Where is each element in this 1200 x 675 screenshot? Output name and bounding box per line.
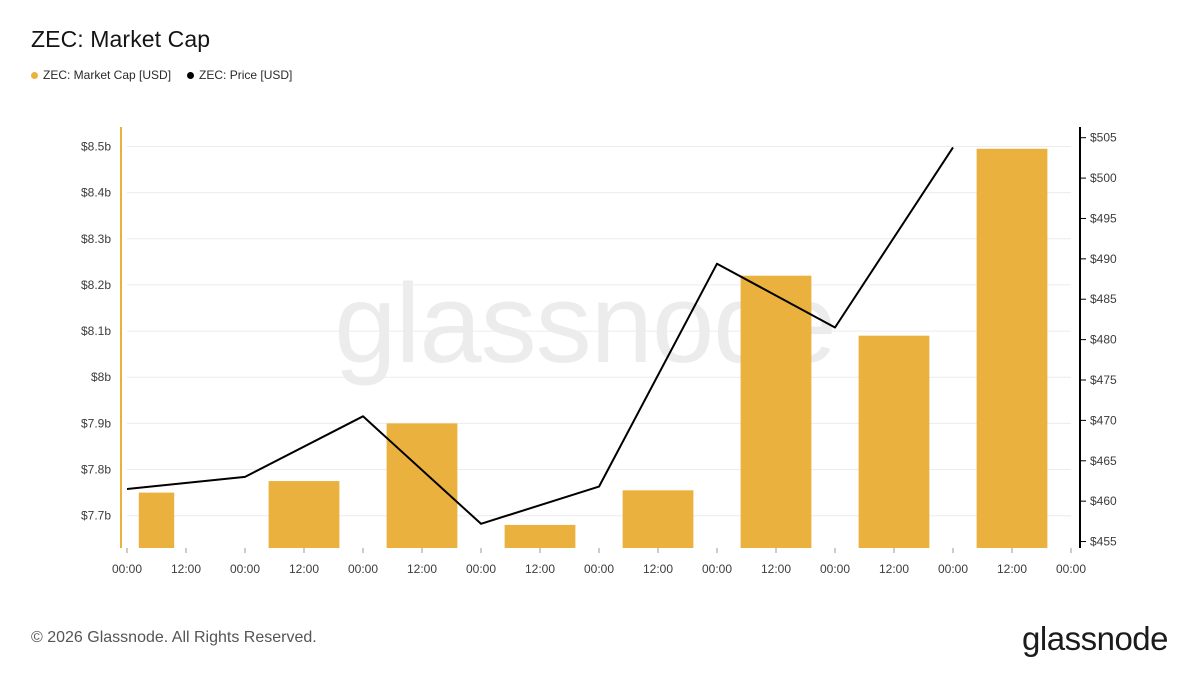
bar-3 (504, 524, 576, 548)
x-tick-label-3: 12:00 (289, 562, 319, 576)
x-tick-label-2: 00:00 (230, 562, 260, 576)
x-tick-label-14: 00:00 (938, 562, 968, 576)
x-tick-label-7: 12:00 (525, 562, 555, 576)
legend: ZEC: Market Cap [USD] ZEC: Price [USD] (31, 68, 308, 82)
left-tick-label-3: $8b (91, 370, 111, 384)
left-tick-label-2: $7.9b (81, 416, 111, 430)
legend-label-market-cap: ZEC: Market Cap [USD] (43, 68, 172, 82)
grid (127, 145, 1071, 517)
x-tick-label-11: 12:00 (761, 562, 791, 576)
x-tick-label-10: 00:00 (702, 562, 732, 576)
bar-0 (138, 492, 175, 548)
x-axis-ticks: 00:00 12:00 00:00 12:00 00:00 12:00 00:00 12:00… (112, 548, 1086, 576)
x-tick-label-15: 12:00 (997, 562, 1027, 576)
x-tick-label-5: 12:00 (407, 562, 437, 576)
right-tick-label-6: $485 (1090, 292, 1117, 306)
bars (138, 148, 1048, 548)
left-axis-ticks: $7.7b $7.8b $7.9b $8b $8.1b $8.2b $8.3b $8.4b $8… (81, 139, 111, 522)
right-tick-label-2: $465 (1090, 454, 1117, 468)
chart-title: ZEC: Market Cap (31, 26, 211, 52)
left-tick-label-6: $8.3b (81, 232, 111, 246)
left-tick-label-7: $8.4b (81, 186, 111, 200)
legend-swatch-price (187, 71, 195, 79)
x-tick-label-4: 00:00 (348, 562, 378, 576)
bar-7 (976, 148, 1048, 548)
x-tick-label-16: 00:00 (1056, 562, 1086, 576)
right-tick-label-9: $500 (1090, 171, 1117, 185)
left-tick-label-5: $8.2b (81, 278, 111, 292)
glassnode-logo: glassnode (1022, 620, 1168, 657)
bar-6 (858, 335, 930, 548)
right-tick-label-7: $490 (1090, 252, 1117, 266)
right-tick-label-8: $495 (1090, 211, 1117, 225)
price-line (126, 146, 954, 525)
legend-item-market-cap[interactable]: ZEC: Market Cap [USD] (31, 68, 171, 82)
x-tick-label-6: 00:00 (466, 562, 496, 576)
x-tick-label-8: 00:00 (584, 562, 614, 576)
bar-5 (740, 275, 812, 548)
price-line-path (126, 146, 954, 525)
right-tick-label-4: $475 (1090, 373, 1117, 387)
bar-4 (622, 490, 694, 548)
legend-label-price: ZEC: Price [USD] (199, 68, 293, 82)
right-tick-label-0: $455 (1090, 535, 1117, 549)
left-tick-label-8: $8.5b (81, 139, 111, 153)
x-tick-label-1: 12:00 (171, 562, 201, 576)
right-tick-label-3: $470 (1090, 413, 1117, 427)
legend-swatch-market-cap (31, 71, 38, 79)
x-tick-label-9: 12:00 (643, 562, 673, 576)
right-axis-ticks: $455 $460 $465 $470 $475 $480 $485 $490 $495 $500… (1080, 131, 1117, 549)
axes (120, 127, 1081, 548)
bar-1 (268, 481, 340, 548)
x-tick-label-0: 00:00 (112, 562, 142, 576)
left-tick-label-1: $7.8b (81, 463, 111, 477)
copyright-footer: © 2026 Glassnode. All Rights Reserved. (31, 629, 317, 646)
right-tick-label-1: $460 (1090, 494, 1117, 508)
right-tick-label-5: $480 (1090, 333, 1117, 347)
x-tick-label-13: 12:00 (879, 562, 909, 576)
bar-2 (386, 423, 458, 548)
left-tick-label-4: $8.1b (81, 324, 111, 338)
left-tick-label-0: $7.7b (81, 509, 111, 523)
x-tick-label-12: 00:00 (820, 562, 850, 576)
legend-item-price[interactable]: ZEC: Price [USD] (187, 68, 292, 82)
right-tick-label-10: $505 (1090, 131, 1117, 145)
